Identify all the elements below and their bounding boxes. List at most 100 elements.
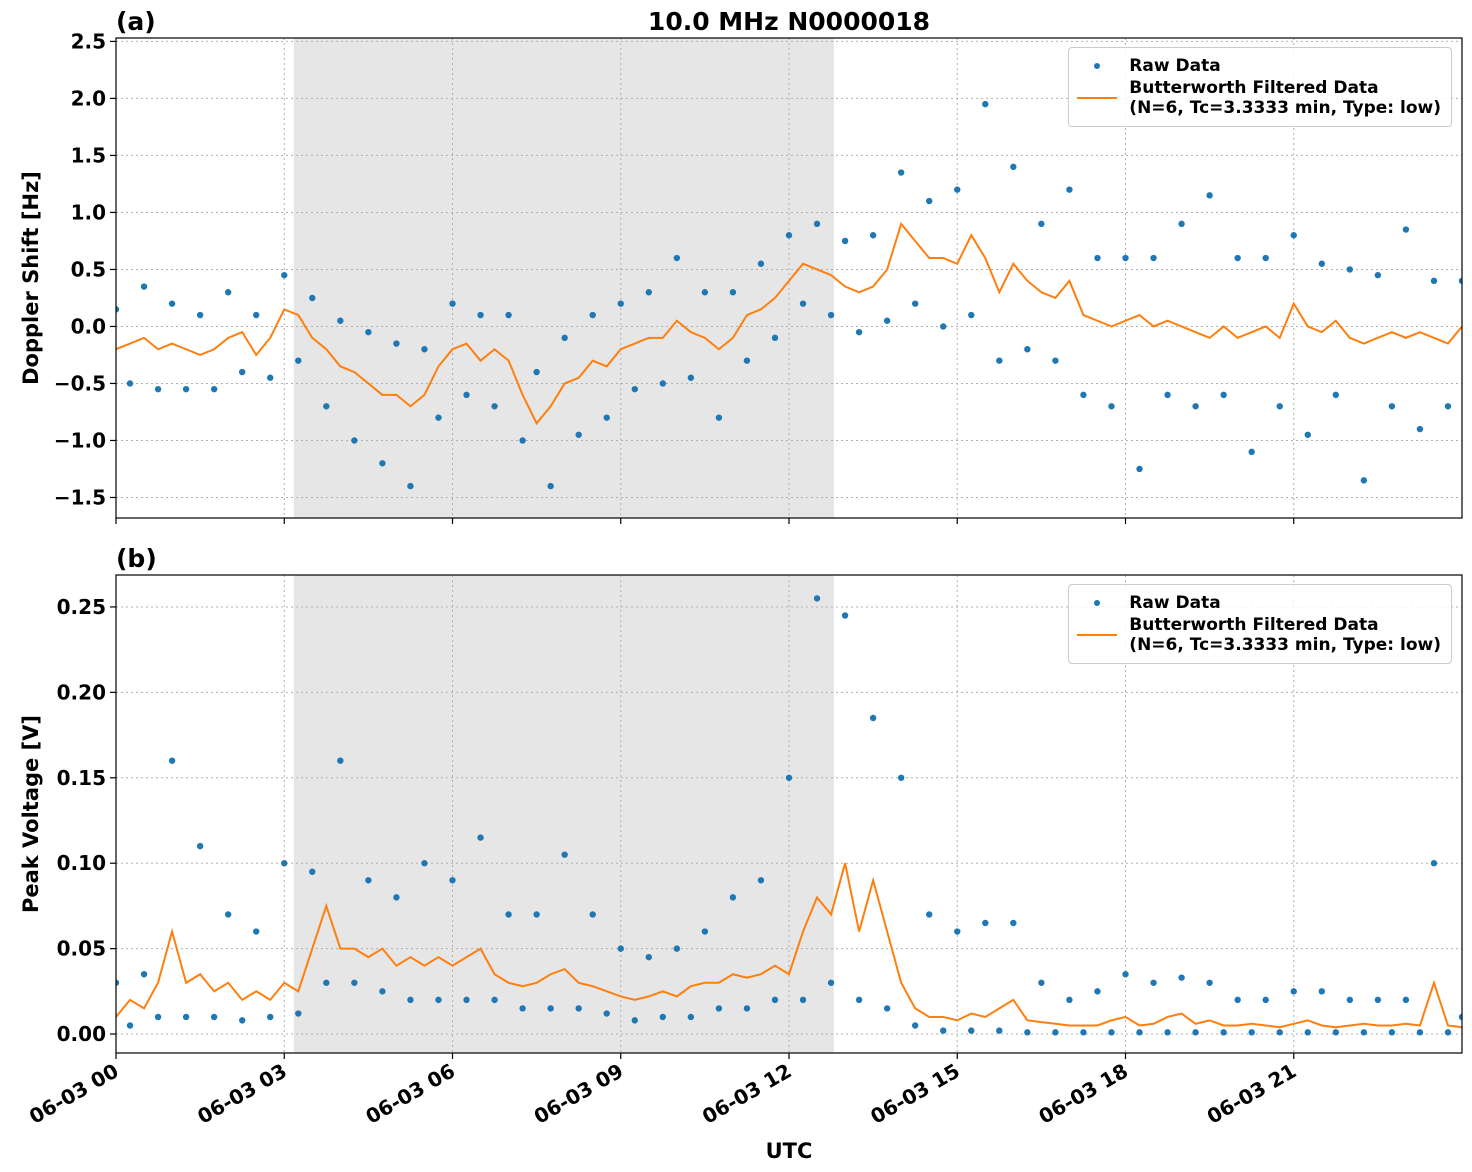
raw-point xyxy=(1150,979,1157,986)
raw-point xyxy=(253,311,260,319)
raw-point xyxy=(1332,391,1340,399)
raw-point xyxy=(589,911,596,918)
y-axis-label: Peak Voltage [V] xyxy=(19,715,43,913)
raw-point xyxy=(827,979,835,986)
raw-point xyxy=(1346,266,1354,273)
raw-point xyxy=(701,928,709,935)
raw-point xyxy=(1346,996,1354,1004)
legend-label: Raw Data xyxy=(1129,593,1221,613)
raw-point xyxy=(687,374,695,381)
legend: Raw Data Butterworth Filtered Data (N=6, … xyxy=(1068,47,1452,127)
raw-point xyxy=(926,911,933,918)
chart-title: 10.0 MHz N0000018 xyxy=(648,7,930,36)
raw-point xyxy=(365,877,372,884)
raw-point xyxy=(617,300,624,307)
raw-point xyxy=(673,254,681,262)
raw-point xyxy=(1094,988,1101,995)
raw-point xyxy=(238,368,246,376)
raw-point xyxy=(1206,192,1213,199)
legend-entry: Butterworth Filtered Data (N=6, Tc=3.333… xyxy=(1077,78,1441,118)
raw-point xyxy=(855,328,863,336)
raw-point xyxy=(351,979,358,986)
raw-point xyxy=(982,100,989,108)
raw-point xyxy=(785,774,793,781)
raw-point xyxy=(1332,1029,1340,1036)
raw-point xyxy=(1458,1013,1462,1021)
raw-point xyxy=(1360,477,1368,484)
raw-point xyxy=(126,380,134,387)
raw-point xyxy=(238,1017,246,1024)
raw-point xyxy=(575,431,582,438)
raw-point xyxy=(435,414,442,421)
raw-point xyxy=(1290,988,1297,995)
raw-point xyxy=(575,1005,582,1012)
raw-point xyxy=(940,1027,947,1034)
raw-point xyxy=(140,283,148,290)
x-tick-label: 06-03 18 xyxy=(1034,1059,1132,1129)
raw-point xyxy=(1262,254,1269,262)
raw-point xyxy=(1248,448,1255,456)
raw-point xyxy=(547,482,554,490)
raw-point xyxy=(968,1027,975,1034)
raw-point xyxy=(1024,346,1031,353)
legend-marker xyxy=(1094,600,1101,606)
y-tick-label: 0.0 xyxy=(71,314,106,338)
legend: Raw Data Butterworth Filtered Data (N=6, … xyxy=(1068,584,1452,664)
legend-marker xyxy=(1077,97,1118,99)
legend-marker xyxy=(1077,634,1118,636)
raw-point xyxy=(1178,974,1185,981)
raw-point xyxy=(1108,1029,1115,1036)
raw-point xyxy=(1444,403,1452,410)
raw-point xyxy=(491,403,498,410)
y-tick-label: −1.5 xyxy=(54,485,106,509)
raw-point xyxy=(1094,254,1101,262)
x-tick-label: 06-03 09 xyxy=(530,1059,628,1129)
raw-point xyxy=(140,971,148,978)
raw-point xyxy=(224,911,232,918)
raw-point xyxy=(168,757,176,764)
raw-point xyxy=(1234,254,1241,262)
raw-point xyxy=(996,1027,1003,1034)
raw-point xyxy=(645,289,652,296)
raw-point xyxy=(729,894,737,901)
legend-entry: Raw Data xyxy=(1077,593,1441,613)
raw-point xyxy=(533,911,540,918)
raw-point xyxy=(1444,1029,1452,1036)
legend-entry: Butterworth Filtered Data (N=6, Tc=3.333… xyxy=(1077,615,1441,655)
raw-point xyxy=(701,289,709,296)
raw-point xyxy=(1080,391,1087,399)
raw-point xyxy=(771,334,779,342)
axes-frame xyxy=(115,37,1463,519)
raw-point xyxy=(267,1013,274,1021)
raw-point xyxy=(154,385,162,393)
raw-point xyxy=(449,300,456,307)
raw-point xyxy=(1150,254,1157,262)
raw-point xyxy=(519,437,526,444)
raw-point xyxy=(855,996,863,1004)
raw-point xyxy=(1458,277,1462,285)
raw-point xyxy=(841,237,849,245)
raw-point xyxy=(463,996,470,1004)
data-layer xyxy=(116,595,1462,1036)
raw-point xyxy=(715,414,723,421)
raw-point xyxy=(295,1010,302,1017)
raw-point xyxy=(1430,277,1438,285)
x-tick-label: 06-03 00 xyxy=(25,1059,123,1129)
raw-point xyxy=(1374,271,1382,279)
raw-point xyxy=(1066,186,1073,193)
raw-point xyxy=(1108,403,1115,410)
raw-point xyxy=(1248,1029,1255,1036)
raw-point xyxy=(1080,1029,1087,1036)
raw-point xyxy=(1038,979,1045,986)
raw-point xyxy=(126,1022,134,1029)
raw-point xyxy=(883,1005,891,1012)
filtered-line xyxy=(116,862,1462,1029)
raw-point xyxy=(771,996,779,1004)
legend-marker xyxy=(1094,63,1101,69)
raw-point xyxy=(1416,425,1424,433)
raw-point xyxy=(589,311,596,319)
raw-point xyxy=(841,612,849,619)
raw-point xyxy=(267,374,274,381)
legend-swatch xyxy=(1077,78,1118,99)
